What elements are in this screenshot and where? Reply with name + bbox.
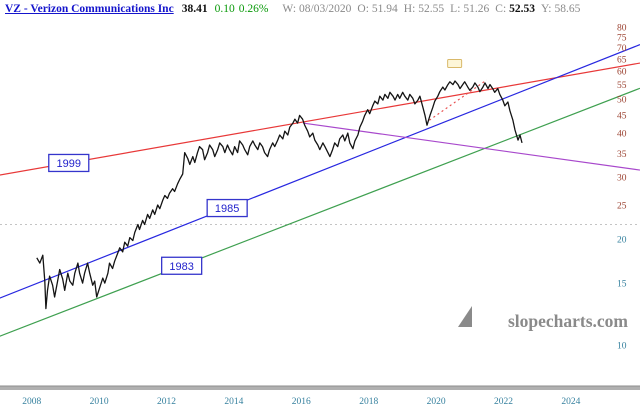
open-value: 51.94	[371, 3, 398, 15]
x-tick-2022: 2022	[494, 397, 513, 407]
y-tick-60: 60	[617, 68, 627, 78]
price-series[interactable]	[36, 80, 523, 310]
y-tick-75: 75	[617, 33, 627, 43]
trendline-1985[interactable]	[0, 44, 640, 299]
x-tick-2012: 2012	[157, 397, 176, 407]
highlight-box-annotation[interactable]	[447, 59, 463, 69]
y-tick-70: 70	[617, 44, 627, 54]
y-tick-40: 40	[617, 130, 627, 140]
trendline-label-1983: 1983	[169, 261, 193, 273]
quote-header: VZ - Verizon Communications Inc 38.41 0.10…	[0, 0, 640, 20]
x-tick-2020: 2020	[427, 397, 446, 407]
y-tick-50: 50	[617, 95, 627, 105]
y-tick-10: 10	[617, 342, 627, 352]
price-change: 0.10	[214, 3, 235, 15]
open-label: O:	[357, 3, 369, 15]
x-tick-2010: 2010	[90, 397, 109, 407]
x-tick-2018: 2018	[359, 397, 378, 407]
y-tick-80: 80	[617, 24, 627, 34]
high-label: H:	[403, 3, 416, 15]
trendline-1999[interactable]	[0, 62, 640, 176]
x-tick-2014: 2014	[224, 397, 243, 407]
year-label: Y:	[541, 3, 552, 15]
high-value: 52.55	[418, 3, 445, 15]
y-tick-55: 55	[617, 81, 627, 91]
y-tick-30: 30	[617, 174, 627, 184]
close-label: C:	[495, 3, 507, 15]
last-price: 38.41	[181, 3, 208, 15]
close-value: 52.53	[509, 3, 536, 15]
y-tick-20: 20	[617, 236, 627, 246]
trendline-label-1985: 1985	[215, 203, 239, 215]
x-tick-2024: 2024	[561, 397, 580, 407]
trendline-label-box-1983[interactable]	[161, 256, 203, 275]
y-tick-15: 15	[617, 280, 627, 290]
y-tick-65: 65	[617, 55, 627, 65]
slope-logo-icon	[458, 306, 472, 327]
y-tick-25: 25	[617, 201, 627, 211]
trendline-dotted-e85050[interactable]	[429, 79, 487, 121]
watermark-text: slopecharts.com	[508, 311, 628, 331]
week-value: 08/03/2020	[299, 3, 352, 15]
y-tick-45: 45	[617, 112, 627, 122]
x-tick-2016: 2016	[292, 397, 311, 407]
y-tick-35: 35	[617, 150, 627, 160]
trendline-label-1999: 1999	[57, 158, 81, 170]
trendline-1983[interactable]	[0, 87, 640, 337]
trendline-label-box-1999[interactable]	[48, 153, 90, 173]
week-label: W:	[282, 3, 297, 15]
year-value: 58.65	[554, 3, 581, 15]
x-tick-2008: 2008	[22, 397, 41, 407]
chart-bottom-divider	[0, 386, 640, 390]
trendline-label-box-1985[interactable]	[206, 198, 248, 218]
price-change-pct: 0.26%	[238, 3, 269, 15]
low-value: 51.26	[463, 3, 490, 15]
ticker-link[interactable]: VZ - Verizon Communications Inc	[5, 3, 174, 15]
low-label: L:	[450, 3, 461, 15]
